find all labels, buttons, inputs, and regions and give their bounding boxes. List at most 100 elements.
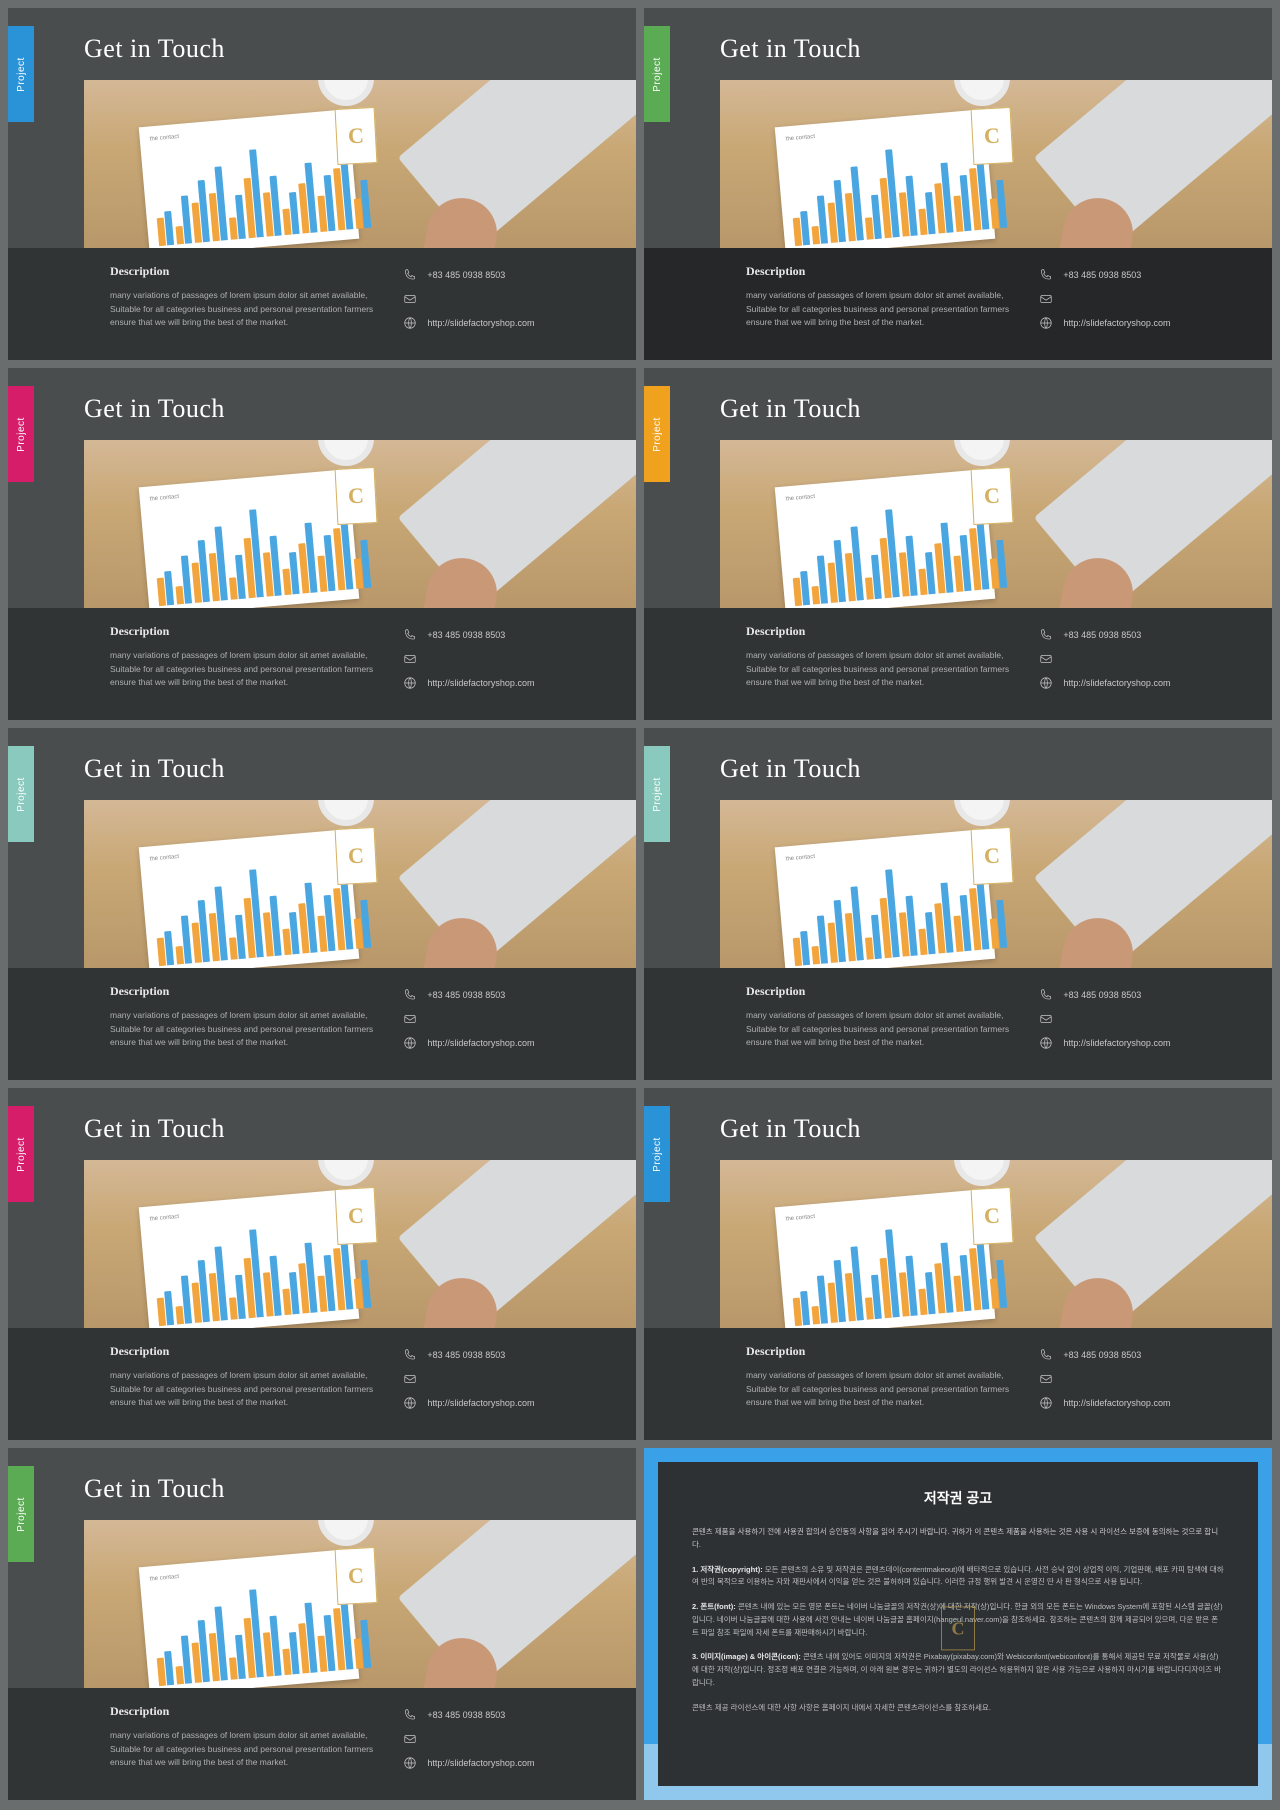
contact-email <box>1039 1372 1242 1386</box>
contact-email <box>403 292 606 306</box>
contact-slide: Project Get in Touch the contact C Descr… <box>8 1088 636 1440</box>
contacts-block: +83 485 0938 8503 http://slidefactorysho… <box>373 1344 606 1424</box>
bar-chart <box>150 1570 348 1686</box>
slide-title: Get in Touch <box>84 34 225 64</box>
globe-icon <box>1039 1396 1053 1410</box>
copyright-lead: 콘텐츠 제품을 사용하기 전에 사용권 합의서 승인동의 사항을 읽어 주시기 … <box>692 1526 1224 1552</box>
description-text: many variations of passages of lorem ips… <box>110 649 373 690</box>
contact-phone: +83 485 0938 8503 <box>1039 1348 1242 1362</box>
logo-badge: C <box>971 467 1014 525</box>
cup-shape <box>318 800 374 826</box>
chart-paper: the contact <box>775 469 996 608</box>
chart-paper: the contact <box>139 469 360 608</box>
hero-image: the contact C <box>720 800 1272 968</box>
logo-badge: C <box>335 1547 378 1605</box>
contact-phone: +83 485 0938 8503 <box>403 1348 606 1362</box>
bar-chart <box>150 130 348 246</box>
contacts-block: +83 485 0938 8503 http://slidefactorysho… <box>1009 624 1242 704</box>
phone-icon <box>403 268 417 282</box>
contacts-block: +83 485 0938 8503 http://slidefactorysho… <box>373 624 606 704</box>
description-block: Description many variations of passages … <box>746 984 1009 1064</box>
contact-slide: Project Get in Touch the contact C Descr… <box>8 728 636 1080</box>
hero-image: the contact C <box>84 440 636 608</box>
cup-shape <box>954 80 1010 106</box>
contact-website: http://slidefactoryshop.com <box>403 1756 606 1770</box>
chart-paper: the contact <box>139 829 360 968</box>
hero-image: the contact C <box>720 1160 1272 1328</box>
contacts-block: +83 485 0938 8503 http://slidefactorysho… <box>373 984 606 1064</box>
description-heading: Description <box>746 624 1009 639</box>
description-heading: Description <box>746 264 1009 279</box>
contact-email <box>1039 1012 1242 1026</box>
slide-title: Get in Touch <box>84 394 225 424</box>
mail-icon <box>403 1732 417 1746</box>
slide-footer: Description many variations of passages … <box>644 968 1272 1080</box>
globe-icon <box>1039 676 1053 690</box>
contact-slide: Project Get in Touch the contact C Descr… <box>644 368 1272 720</box>
slide-title: Get in Touch <box>84 1114 225 1144</box>
contact-website: http://slidefactoryshop.com <box>1039 1036 1242 1050</box>
phone-icon <box>403 1348 417 1362</box>
project-tab: Project <box>8 746 34 842</box>
bar-chart <box>786 1210 984 1326</box>
globe-icon <box>1039 1036 1053 1050</box>
mail-icon <box>1039 292 1053 306</box>
contact-slide: Project Get in Touch the contact C Descr… <box>8 8 636 360</box>
chart-paper: the contact <box>139 1189 360 1328</box>
chart-paper: the contact <box>775 109 996 248</box>
globe-icon <box>403 316 417 330</box>
description-heading: Description <box>746 984 1009 999</box>
cup-shape <box>954 440 1010 466</box>
tab-label: Project <box>16 57 27 92</box>
phone-icon <box>1039 628 1053 642</box>
contact-email <box>1039 652 1242 666</box>
slide-footer: Description many variations of passages … <box>644 248 1272 360</box>
bar-chart <box>150 490 348 606</box>
description-block: Description many variations of passages … <box>110 624 373 704</box>
mail-icon <box>403 292 417 306</box>
contact-phone: +83 485 0938 8503 <box>1039 628 1242 642</box>
logo-badge: C <box>971 1187 1014 1245</box>
description-heading: Description <box>110 1344 373 1359</box>
hero-image: the contact C <box>84 1160 636 1328</box>
contact-slide: Project Get in Touch the contact C Descr… <box>644 8 1272 360</box>
contact-phone: +83 485 0938 8503 <box>403 628 606 642</box>
contacts-block: +83 485 0938 8503 http://slidefactorysho… <box>1009 984 1242 1064</box>
copyright-title: 저작권 공고 <box>692 1488 1224 1508</box>
globe-icon <box>403 1756 417 1770</box>
tab-label: Project <box>652 1137 663 1172</box>
slide-title: Get in Touch <box>84 754 225 784</box>
tab-label: Project <box>652 777 663 812</box>
contact-slide: Project Get in Touch the contact C Descr… <box>644 1088 1272 1440</box>
cup-shape <box>318 440 374 466</box>
slide-title: Get in Touch <box>720 394 861 424</box>
phone-icon <box>1039 988 1053 1002</box>
contact-phone: +83 485 0938 8503 <box>1039 988 1242 1002</box>
cup-shape <box>318 1520 374 1546</box>
description-block: Description many variations of passages … <box>110 264 373 344</box>
description-heading: Description <box>110 1704 373 1719</box>
phone-icon <box>1039 268 1053 282</box>
tab-label: Project <box>16 1137 27 1172</box>
contact-slide: Project Get in Touch the contact C Descr… <box>8 1448 636 1800</box>
mail-icon <box>403 1372 417 1386</box>
slide-footer: Description many variations of passages … <box>644 608 1272 720</box>
phone-icon <box>1039 1348 1053 1362</box>
globe-icon <box>403 676 417 690</box>
contacts-block: +83 485 0938 8503 http://slidefactorysho… <box>373 264 606 344</box>
mail-icon <box>1039 652 1053 666</box>
tab-label: Project <box>16 417 27 452</box>
description-block: Description many variations of passages … <box>110 1704 373 1784</box>
project-tab: Project <box>644 26 670 122</box>
project-tab: Project <box>644 386 670 482</box>
description-block: Description many variations of passages … <box>746 264 1009 344</box>
mail-icon <box>403 652 417 666</box>
description-block: Description many variations of passages … <box>746 624 1009 704</box>
phone-icon <box>403 1708 417 1722</box>
contact-website: http://slidefactoryshop.com <box>403 1036 606 1050</box>
project-tab: Project <box>8 26 34 122</box>
contact-website: http://slidefactoryshop.com <box>1039 676 1242 690</box>
chart-paper: the contact <box>775 829 996 968</box>
slide-title: Get in Touch <box>720 34 861 64</box>
contact-email <box>403 1372 606 1386</box>
